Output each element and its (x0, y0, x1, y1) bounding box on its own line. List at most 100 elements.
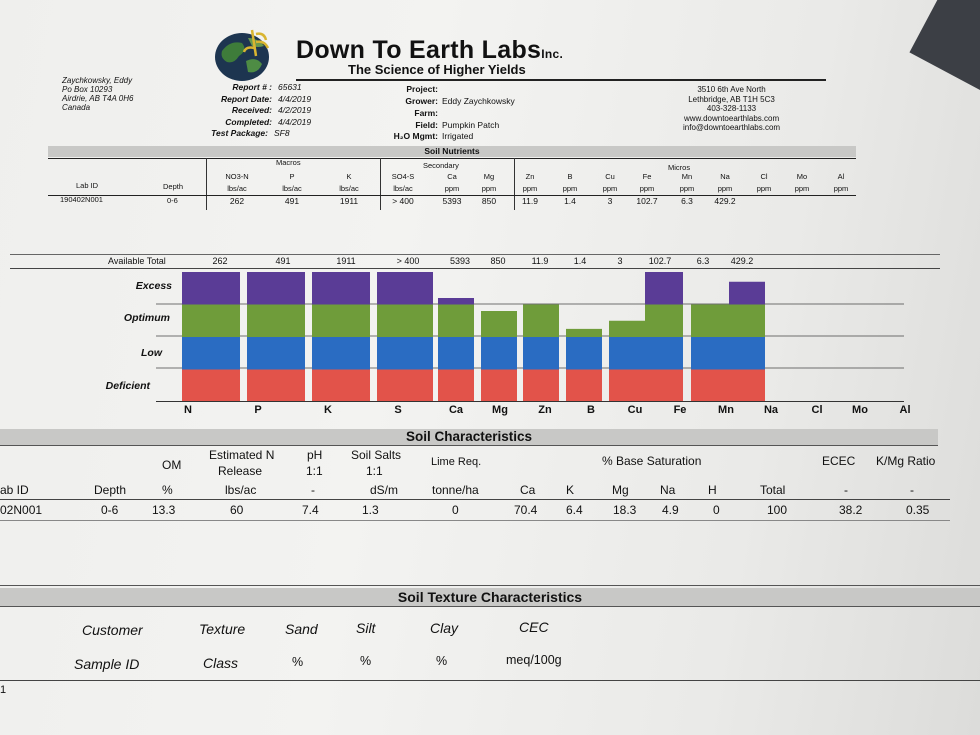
sc-unit: - (311, 483, 315, 497)
sc-unit: K (566, 483, 575, 497)
bar-n-deficient (182, 369, 240, 402)
soil-characteristics-title: Soil Characteristics (0, 429, 938, 445)
nutrient-value: 1911 (339, 196, 359, 206)
bar-p-excess (247, 272, 305, 305)
bar-s-low (377, 337, 433, 370)
sc-value: 0.35 (906, 503, 930, 517)
x-label-mo: Mo (852, 404, 868, 416)
texture-header: Sand (285, 620, 318, 637)
bar-zn-optimum (523, 304, 559, 337)
nutrient-name: Cu (605, 172, 615, 181)
sc-unit: ab ID (0, 483, 29, 497)
x-label-al: Al (899, 404, 911, 416)
kmg-header: K/Mg Ratio (876, 454, 936, 468)
divider (514, 158, 515, 210)
sc-unit: - (844, 483, 848, 497)
lime-header: Lime Req. (431, 456, 482, 468)
texture-rule (0, 680, 980, 681)
texture-subheader: meq/100g (506, 653, 562, 667)
bar-ca-excess (438, 298, 474, 305)
lab-id-value: 190402N001 (60, 195, 103, 204)
bar-mn-deficient (691, 369, 729, 402)
bar-zn-deficient (523, 369, 559, 402)
nutrient-unit: ppm (481, 184, 497, 193)
nutrient-value: 1.4 (564, 196, 576, 206)
bar-b-optimum (566, 328, 602, 337)
available-value: 1911 (336, 256, 356, 266)
bar-mg-deficient (481, 369, 517, 402)
nutrient-name: NO3-N (225, 172, 249, 181)
client-address: Zaychkowsky, Eddy Po Box 10293 Airdrie, … (62, 76, 134, 112)
sc-value: 38.2 (839, 503, 863, 517)
bar-cu-low (609, 337, 645, 370)
header-rule (296, 79, 826, 81)
globe-logo-icon (215, 29, 270, 81)
nutrient-name: P (289, 172, 295, 181)
nutrient-unit: ppm (756, 184, 772, 193)
x-label-cu: Cu (627, 404, 643, 416)
ph-header: pH (307, 448, 323, 462)
nutrient-unit: lbs/ac (393, 184, 413, 193)
level-label: Low (141, 347, 162, 359)
divider (380, 158, 381, 210)
bar-fe-deficient (645, 369, 683, 402)
texture-header: Silt (356, 620, 376, 637)
sc-value: 0-6 (101, 503, 119, 517)
bar-k-optimum (312, 304, 370, 337)
texture-subheader: % (292, 654, 304, 669)
nutrient-value: 5393 (442, 196, 462, 206)
x-label-fe: Fe (673, 404, 687, 416)
lab-address: 3510 6th Ave North Lethbridge, AB T1H 5C… (683, 85, 781, 132)
sc-unit: Na (660, 483, 676, 497)
nutrient-name: Zn (525, 172, 535, 181)
available-total-label: Available Total (108, 256, 166, 266)
available-value: 262 (212, 256, 228, 266)
group-secondary: Secondary (423, 161, 459, 170)
bar-ca-deficient (438, 369, 474, 402)
sc-unit: Ca (520, 483, 536, 497)
sc-value: 7.4 (302, 503, 319, 517)
bar-na-deficient (729, 369, 765, 402)
bar-p-optimum (247, 304, 305, 337)
bar-b-low (566, 337, 602, 370)
nutrient-value: 262 (229, 196, 245, 206)
x-label-zn: Zn (538, 404, 552, 416)
texture-subheader: Sample ID (74, 656, 140, 672)
nutrient-unit: ppm (639, 184, 655, 193)
x-label-s: S (394, 404, 402, 416)
nutrient-value: 850 (481, 196, 497, 206)
texture-row-marker: 1 (0, 684, 7, 696)
release-header: Release (218, 464, 263, 478)
sc-value: 0 (713, 503, 720, 517)
sc-value: 1.3 (362, 503, 379, 517)
bar-fe-excess (645, 272, 683, 305)
desk-background (909, 0, 980, 95)
x-label-k: K (324, 404, 332, 416)
bar-k-excess (312, 272, 370, 305)
depth-value: 0-6 (167, 196, 178, 205)
texture-header: Texture (199, 621, 246, 638)
sc-unit: - (910, 483, 914, 497)
nutrient-name: Mg (483, 172, 495, 181)
texture-rule (0, 606, 980, 607)
bar-s-excess (377, 272, 433, 305)
ph-ratio: 1:1 (306, 464, 323, 478)
nutrient-name: Ca (447, 172, 457, 181)
sc-unit: % (162, 483, 173, 497)
lab-id-header: Lab ID (76, 181, 99, 190)
nutrient-name: Cl (760, 172, 768, 181)
available-value: 3 (617, 256, 623, 266)
bar-fe-optimum (645, 304, 683, 337)
brand-tagline: The Science of Higher Yields (348, 62, 526, 77)
nutrient-value: 491 (284, 196, 300, 206)
nutrient-value: > 400 (392, 196, 414, 206)
x-label-n: N (184, 404, 192, 416)
texture-header: Clay (430, 619, 459, 636)
om-header: OM (162, 458, 182, 472)
sc-value: 6.4 (566, 503, 583, 517)
level-label: Deficient (105, 380, 150, 392)
base-sat-header: % Base Saturation (602, 454, 702, 468)
nutrient-unit: ppm (833, 184, 849, 193)
available-value: 491 (275, 256, 291, 266)
sc-value: 18.3 (613, 503, 637, 517)
